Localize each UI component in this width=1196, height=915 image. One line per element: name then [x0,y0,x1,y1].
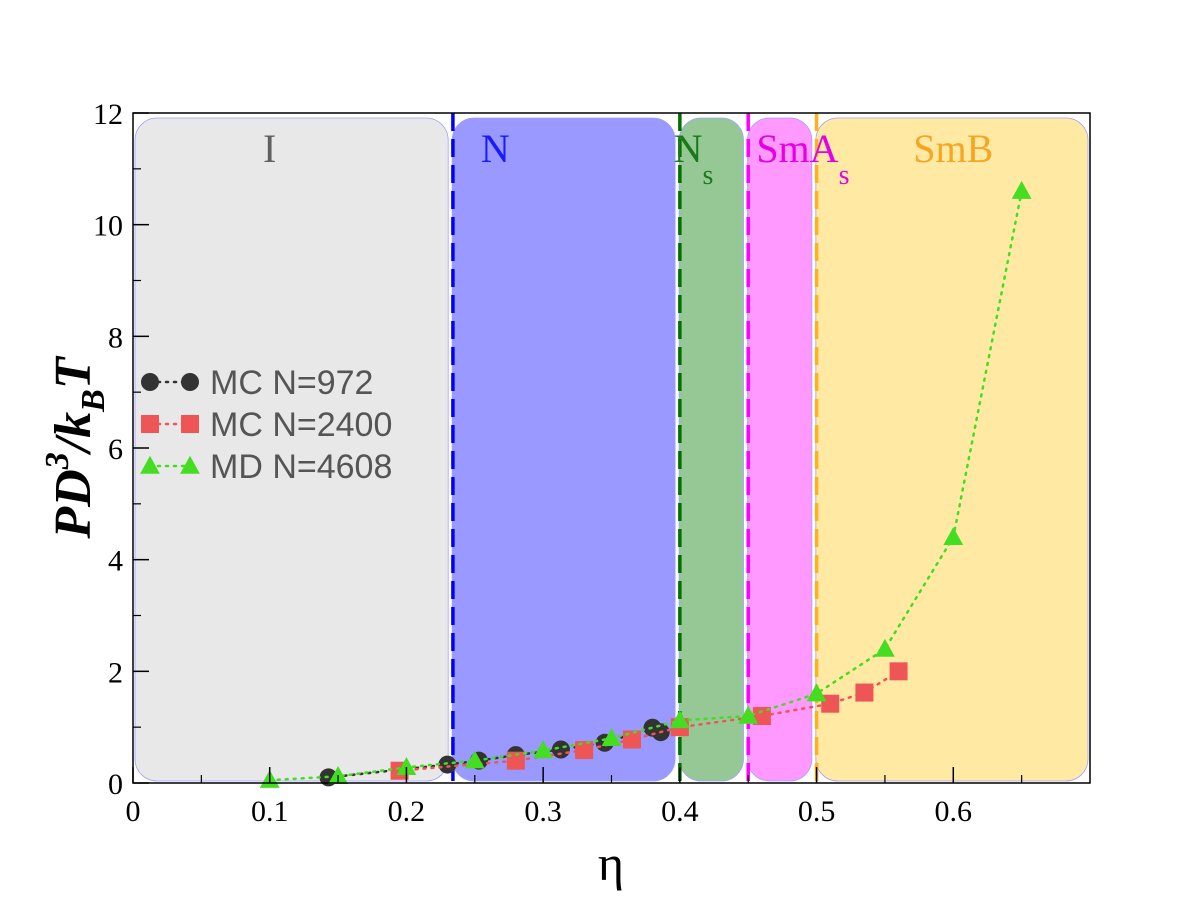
phase-label-4: SmB [913,126,993,171]
legend-label-2: MD N=4608 [210,448,392,486]
series-2-point-5 [601,728,622,747]
phase-label-2: Ns [674,126,714,191]
phase-regions [134,117,1089,782]
y-label-end: T [45,355,102,389]
legend-label-1: MC N=2400 [210,406,392,444]
series-1-point-3 [623,730,642,749]
series-1-point-7 [855,683,874,702]
y-label-main: PD [45,469,102,539]
legend-marker-right-2 [180,455,200,474]
phase-region-2 [678,117,744,782]
x-tick-label-6: 0.6 [935,795,973,828]
y-tick-label-0: 0 [108,768,123,801]
axis-ticks: 0 0.1 0.2 0.3 0.4 0.5 0.6 0 2 4 6 8 10 12 [93,98,1023,828]
phase-label-main-4: SmB [913,126,993,171]
legend-marker-left-2 [140,455,160,474]
series-2-point-10 [943,527,964,546]
y-tick-label-6: 12 [93,98,123,131]
legend-marker-left-0 [141,373,159,391]
series-1-point-5 [752,707,771,725]
series-2-point-7 [738,705,759,724]
phase-label-sub-3: s [839,160,850,191]
x-tick-label-1: 0.1 [251,795,289,828]
phase-label-3: SmAs [756,126,849,191]
x-tick-label-5: 0.5 [798,795,836,828]
y-label-mid: /k [45,412,102,456]
legend-label-0: MC N=972 [210,364,373,402]
x-tick-label-3: 0.3 [524,795,562,828]
series-2-point-2 [396,757,417,776]
series-0-point-1 [438,755,457,774]
x-tick-label-4: 0.4 [661,795,699,828]
phase-label-main-1: N [481,126,510,171]
series-1-point-2 [575,741,594,760]
phase-label-main-2: N [674,126,703,171]
phase-region-3 [747,117,813,782]
series-2-point-4 [533,740,554,759]
y-tick-label-2: 4 [108,545,123,578]
series-1-point-8 [889,662,908,681]
series-2-point-9 [875,638,895,657]
x-tick-label-0: 0 [126,795,141,828]
y-tick-label-1: 2 [108,656,123,689]
x-tick-label-2: 0.2 [388,795,426,828]
y-tick-label-3: 6 [108,433,123,466]
y-axis-label: PD3/kBT [39,355,112,539]
legend-marker-left-1 [141,415,159,433]
phase-label-1: N [481,126,510,171]
legend-marker-right-0 [181,373,199,391]
y-label-sub: B [75,389,112,413]
series-2-point-8 [806,683,827,702]
y-label-sup: 3 [39,452,76,470]
y-tick-label-4: 8 [108,321,123,354]
series-2-point-11 [1011,180,1032,199]
legend: MC N=972 MC N=2400 MD N=4608 [140,364,392,486]
phase-region-0 [134,117,449,782]
phase-label-main-3: SmA [756,126,838,171]
series-line-2 [268,189,1023,782]
y-tick-label-5: 10 [93,210,123,243]
series-0-point-4 [551,740,570,759]
series-2-point-3 [464,750,485,769]
phase-region-4 [815,117,1089,782]
phase-region-1 [451,117,676,782]
legend-marker-right-1 [181,415,199,433]
series-1-point-6 [821,694,840,713]
x-axis-label: η [598,835,624,891]
phase-label-0: I [263,126,276,171]
phase-label-main-0: I [263,126,276,171]
phase-boundaries [451,113,819,783]
series-2-point-6 [669,710,690,729]
phase-label-sub-2: s [703,160,714,191]
